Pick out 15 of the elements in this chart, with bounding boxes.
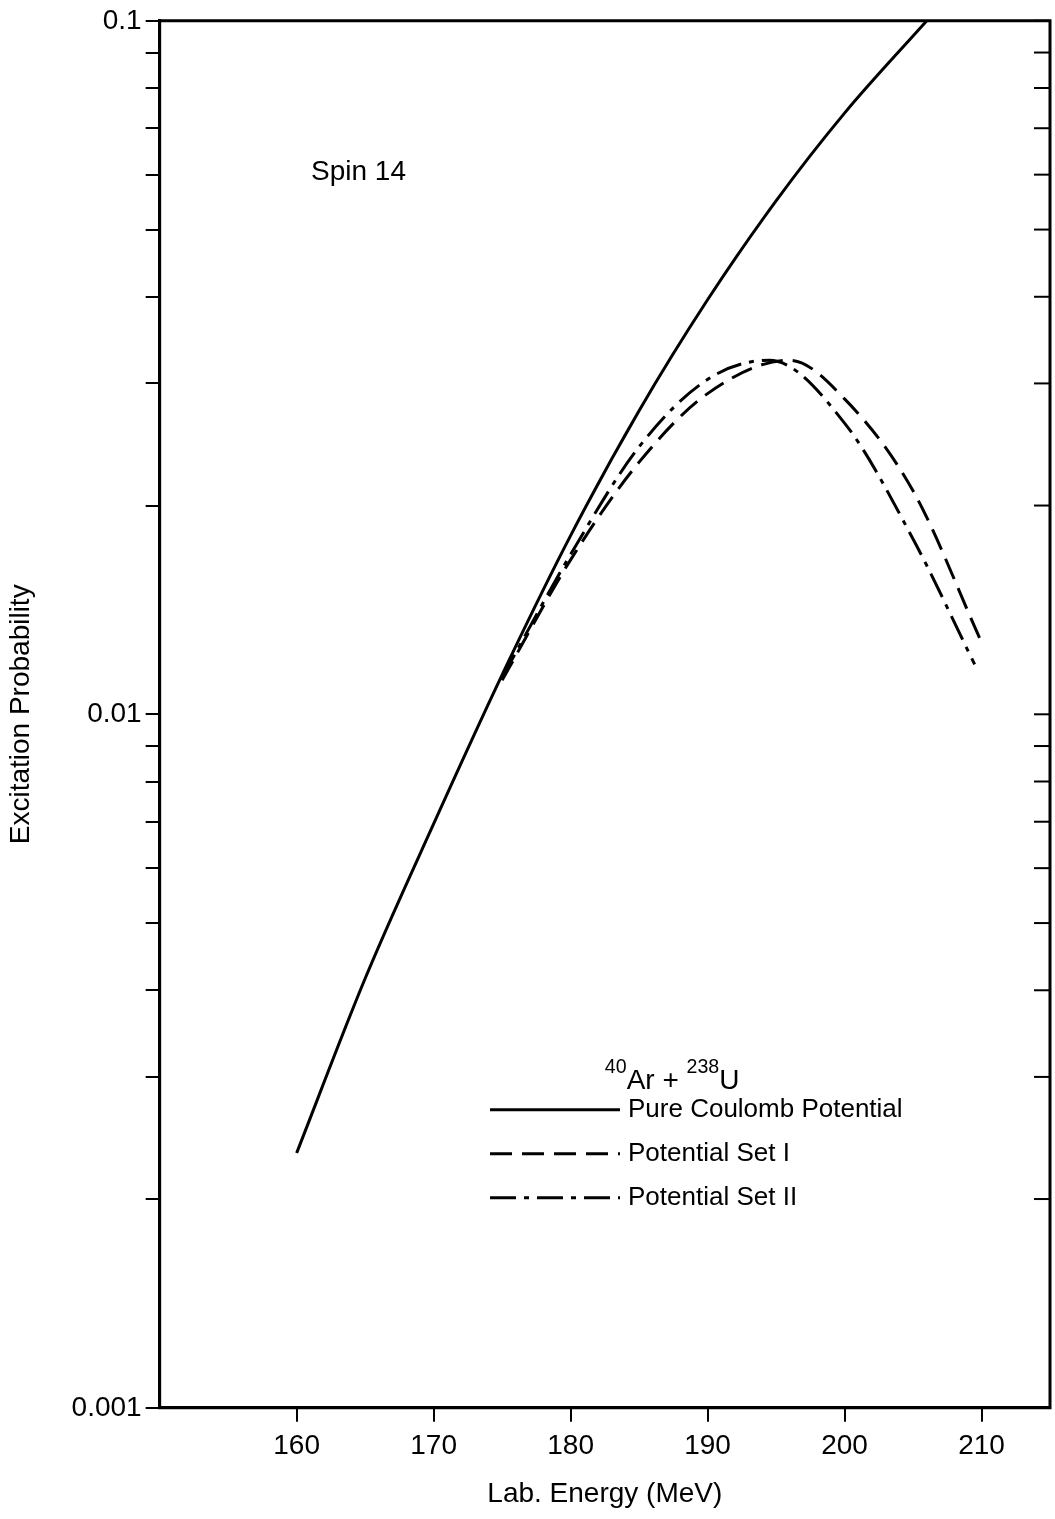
x-tick-label: 190: [684, 1429, 731, 1461]
x-tick-label: 200: [821, 1429, 868, 1461]
x-axis-title: Lab. Energy (MeV): [487, 1476, 723, 1508]
y-tick-label: 0.1: [102, 3, 142, 35]
y-tick-label: 0.001: [71, 1390, 142, 1422]
legend-label: Pure Coulomb Potential: [628, 1092, 903, 1123]
x-tick-label: 160: [273, 1429, 320, 1461]
x-tick-label: 170: [410, 1429, 457, 1461]
x-tick-label: 210: [958, 1429, 1005, 1461]
y-tick-label: 0.01: [87, 697, 142, 729]
legend-label: Potential Set I: [628, 1136, 790, 1167]
annotation: Spin 14: [311, 155, 406, 187]
y-axis-title: Excitation Probability: [3, 584, 35, 845]
legend-label: Potential Set II: [628, 1180, 798, 1211]
x-tick-label: 180: [547, 1429, 594, 1461]
